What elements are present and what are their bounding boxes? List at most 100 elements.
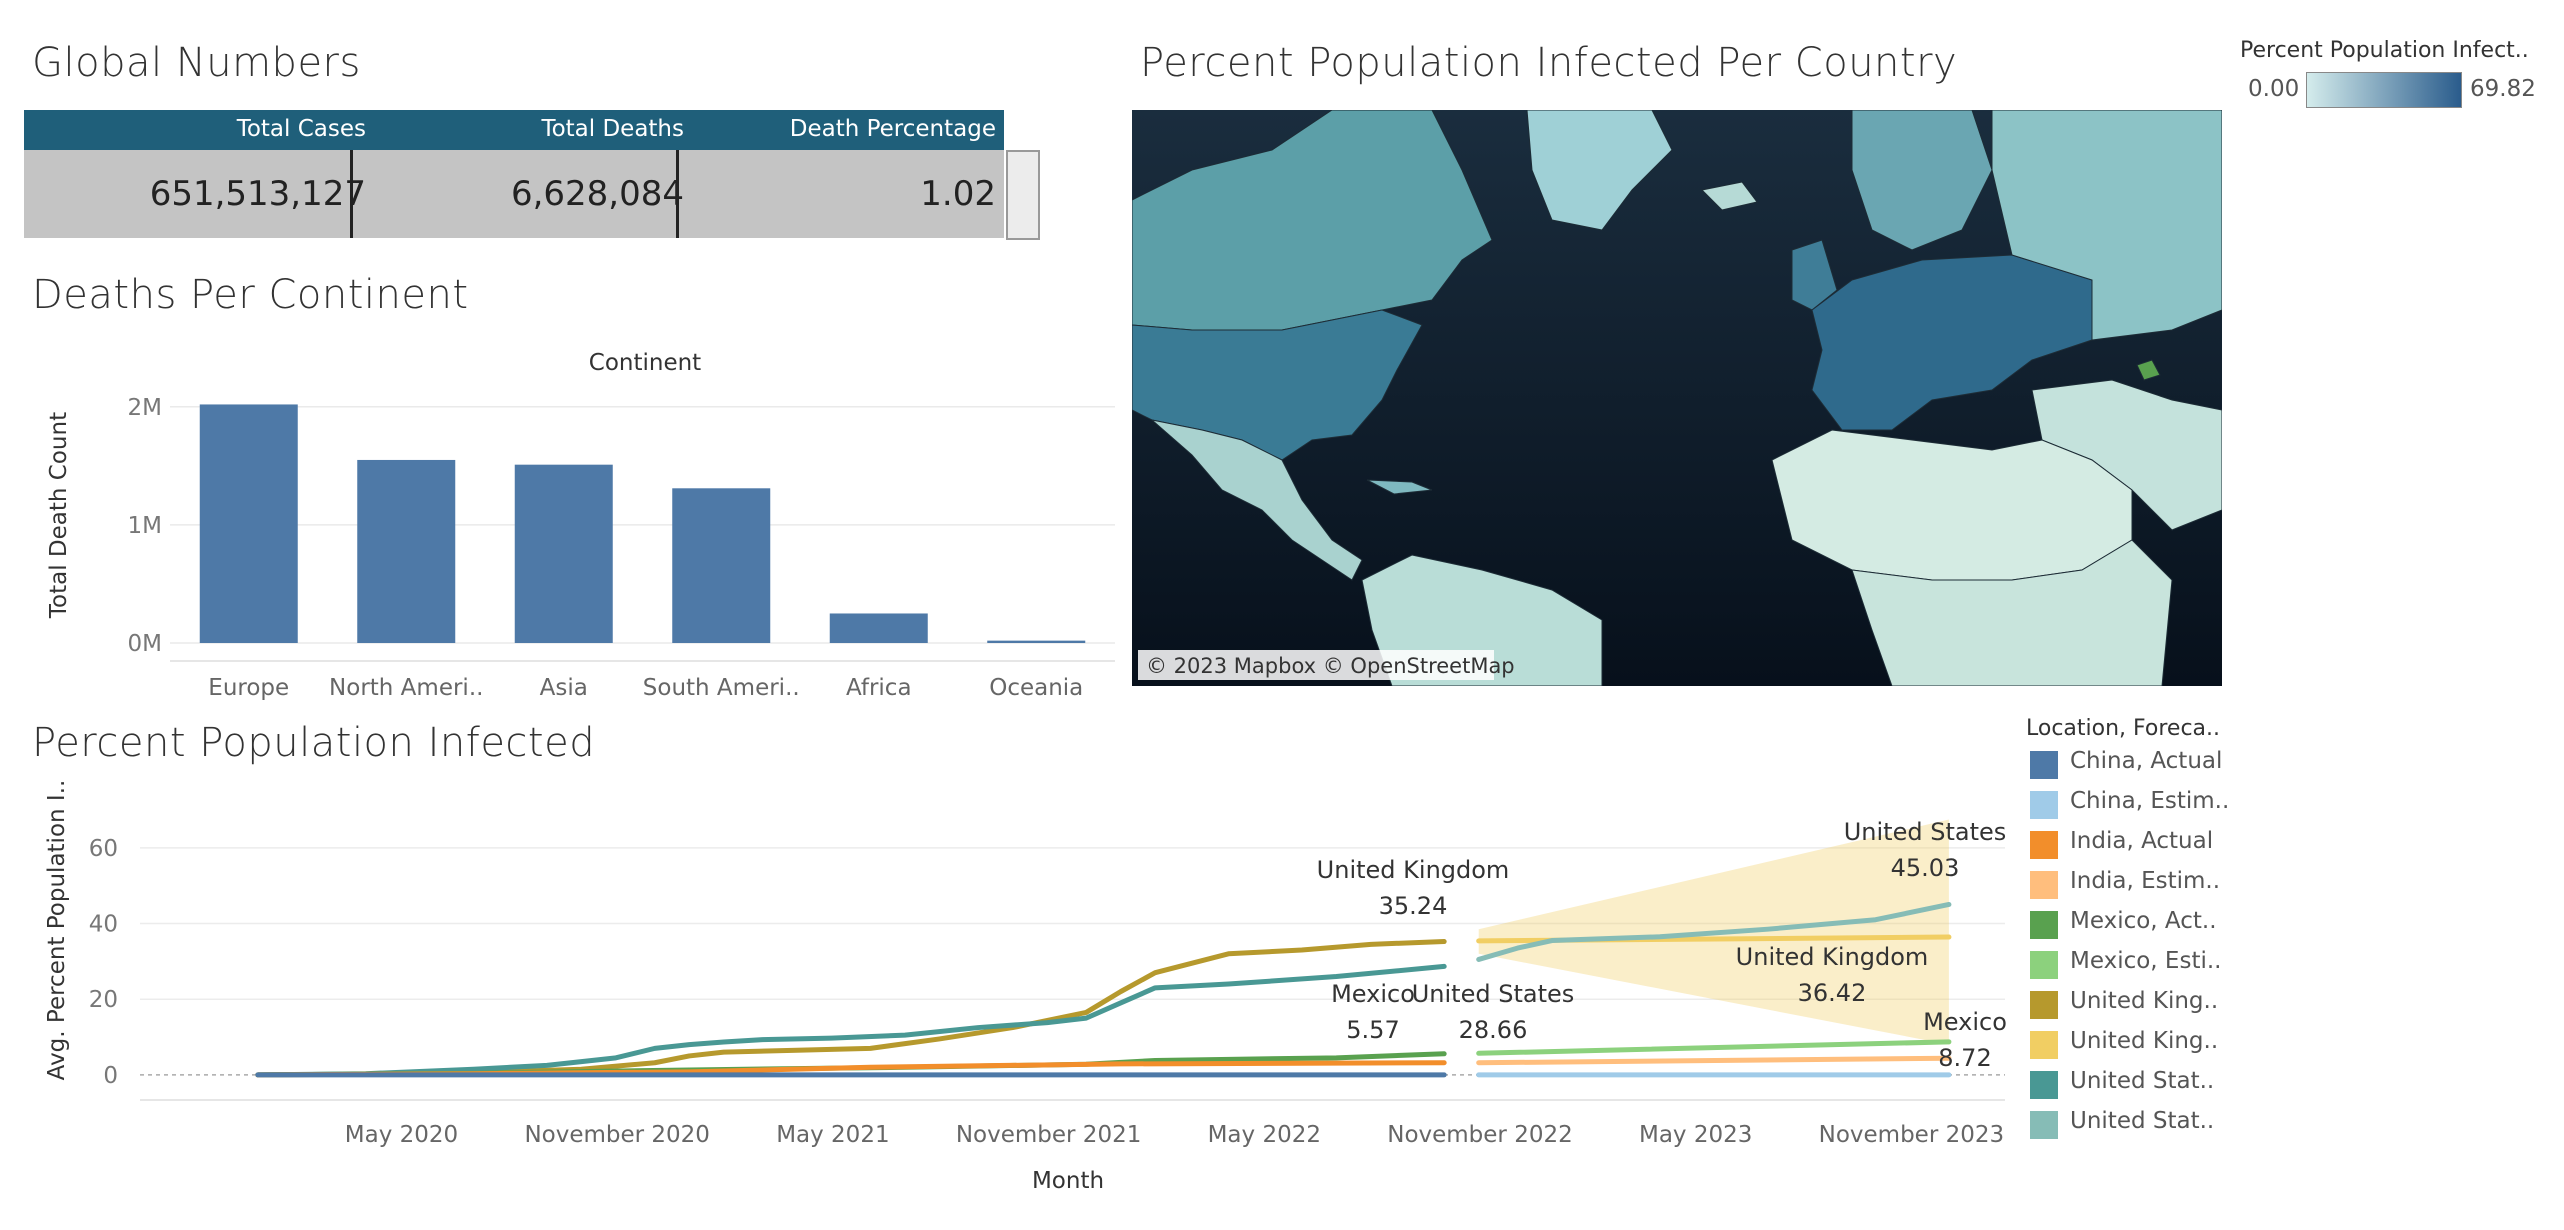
legend-label: China, Estim.. bbox=[2070, 788, 2230, 814]
map-title: Percent Population Infected Per Country bbox=[1140, 40, 1958, 86]
bar-0[interactable] bbox=[199, 404, 298, 643]
annotation-value: 35.24 bbox=[1379, 892, 1448, 920]
column-divider bbox=[350, 150, 353, 238]
legend-label: United King.. bbox=[2070, 1028, 2219, 1054]
header-death-percentage: Death Percentage bbox=[789, 116, 996, 142]
bar-category-label: Europe bbox=[208, 675, 289, 700]
series-line-6[interactable] bbox=[1476, 901, 1952, 962]
percent-infected-title: Percent Population Infected bbox=[32, 720, 596, 766]
bar-2[interactable] bbox=[514, 464, 613, 643]
bar-y-tick: 0M bbox=[128, 631, 162, 657]
bar-y-tick: 2M bbox=[128, 395, 162, 421]
bar-y-axis-label: Total Death Count bbox=[46, 412, 72, 619]
legend-swatch bbox=[2030, 831, 2058, 859]
global-numbers-title: Global Numbers bbox=[32, 40, 361, 86]
annotation-name: Mexico bbox=[1331, 980, 1415, 1008]
annotation-name: United States bbox=[1844, 818, 2007, 846]
series-line-8[interactable] bbox=[1476, 1055, 1952, 1066]
value-death-percentage: 1.02 bbox=[920, 174, 996, 214]
central-africa-region[interactable] bbox=[1851, 539, 2173, 686]
mexico-region[interactable] bbox=[1150, 419, 1363, 581]
color-legend-min: 0.00 bbox=[2248, 76, 2300, 102]
header-total-cases: Total Cases bbox=[236, 116, 366, 142]
legend-swatch bbox=[2030, 1111, 2058, 1139]
table-scrollbar[interactable] bbox=[1006, 150, 1040, 240]
caribbean-region[interactable] bbox=[1366, 479, 1433, 495]
legend-label: United Stat.. bbox=[2070, 1108, 2215, 1134]
continent-header: Continent bbox=[589, 350, 701, 376]
line-x-tick: November 2021 bbox=[956, 1122, 1142, 1148]
legend-label: Mexico, Act.. bbox=[2070, 908, 2217, 934]
europe-region[interactable] bbox=[1811, 254, 2093, 431]
bar-category-label: South Ameri.. bbox=[643, 675, 800, 700]
annotation-value: 45.03 bbox=[1891, 854, 1960, 882]
column-divider bbox=[676, 150, 679, 238]
legend-swatch bbox=[2030, 1031, 2058, 1059]
annotation-name: United States bbox=[1412, 980, 1575, 1008]
attribution-box bbox=[1138, 650, 1494, 680]
annotation-name: Mexico bbox=[1923, 1008, 2007, 1036]
legend-label: Mexico, Esti.. bbox=[2070, 948, 2222, 974]
legend-label: India, Actual bbox=[2070, 828, 2214, 854]
series-line-7[interactable] bbox=[1476, 1039, 1952, 1056]
legend-swatch bbox=[2030, 911, 2058, 939]
line-x-axis-label: Month bbox=[1032, 1168, 1104, 1194]
bar-1[interactable] bbox=[357, 459, 456, 643]
line-y-tick: 60 bbox=[89, 836, 118, 862]
russia-region[interactable] bbox=[1991, 110, 2222, 341]
line-x-tick: May 2021 bbox=[776, 1122, 889, 1148]
color-legend-gradient bbox=[2306, 72, 2462, 108]
caucasus-region[interactable] bbox=[2136, 359, 2161, 381]
line-x-tick: May 2020 bbox=[345, 1122, 458, 1148]
annotation-name: United Kingdom bbox=[1736, 943, 1929, 971]
legend-swatch bbox=[2030, 951, 2058, 979]
deaths-per-continent-title: Deaths Per Continent bbox=[32, 272, 469, 318]
greenland-region[interactable] bbox=[1526, 110, 1673, 231]
global-numbers-value-row: 651,513,127 6,628,084 1.02 bbox=[24, 150, 1004, 238]
bar-category-label: Africa bbox=[846, 675, 912, 700]
color-legend-title: Percent Population Infect.. bbox=[2240, 38, 2529, 63]
bar-category-label: North Ameri.. bbox=[329, 675, 483, 700]
scandinavia-region[interactable] bbox=[1851, 110, 1993, 251]
line-y-axis-label: Avg. Percent Population I.. bbox=[44, 780, 70, 1080]
series-line-1[interactable] bbox=[255, 963, 1447, 1078]
bar-y-tick: 1M bbox=[128, 513, 162, 539]
legend-swatch bbox=[2030, 871, 2058, 899]
uk-region[interactable] bbox=[1791, 239, 1838, 311]
legend-swatch bbox=[2030, 991, 2058, 1019]
legend-label: India, Estim.. bbox=[2070, 868, 2221, 894]
line-x-tick: May 2022 bbox=[1208, 1122, 1321, 1148]
legend-label: United King.. bbox=[2070, 988, 2219, 1014]
percent-infected-line-chart: Avg. Percent Population I.. Month 0 20 40 6… bbox=[44, 780, 2007, 1194]
line-y-tick: 40 bbox=[89, 912, 118, 938]
line-y-tick: 0 bbox=[103, 1063, 118, 1089]
color-legend-max: 69.82 bbox=[2470, 76, 2536, 102]
legend-swatch bbox=[2030, 791, 2058, 819]
bar-category-label: Asia bbox=[540, 675, 588, 700]
iceland-region[interactable] bbox=[1700, 181, 1758, 211]
header-total-deaths: Total Deaths bbox=[541, 116, 684, 142]
line-y-tick: 20 bbox=[89, 987, 118, 1013]
annotation-value: 5.57 bbox=[1346, 1016, 1399, 1044]
bar-category-label: Oceania bbox=[989, 675, 1083, 700]
annotation-value: 28.66 bbox=[1459, 1016, 1528, 1044]
legend-label: China, Actual bbox=[2070, 748, 2223, 774]
line-x-tick: May 2023 bbox=[1639, 1122, 1752, 1148]
deaths-bar-chart: Continent Total Death Count 0M 1M 2M Europ… bbox=[46, 350, 1115, 700]
annotation-value: 36.42 bbox=[1798, 979, 1867, 1007]
map-attribution: © 2023 Mapbox © OpenStreetMap bbox=[1146, 654, 1515, 678]
line-x-tick: November 2023 bbox=[1819, 1122, 2005, 1148]
annotation-name: United Kingdom bbox=[1317, 856, 1510, 884]
bar-3[interactable] bbox=[672, 488, 771, 643]
world-map[interactable]: © 2023 Mapbox © OpenStreetMap bbox=[1132, 110, 2222, 686]
global-numbers-header-row: Total Cases Total Deaths Death Percentag… bbox=[24, 110, 1004, 150]
series-line-0[interactable] bbox=[255, 939, 1447, 1078]
line-x-tick: November 2020 bbox=[524, 1122, 710, 1148]
line-x-tick: November 2022 bbox=[1387, 1122, 1573, 1148]
bar-5[interactable] bbox=[987, 640, 1086, 643]
legend-label: United Stat.. bbox=[2070, 1068, 2215, 1094]
value-total-cases: 651,513,127 bbox=[149, 174, 366, 214]
value-total-deaths: 6,628,084 bbox=[510, 174, 684, 214]
legend-swatch bbox=[2030, 751, 2058, 779]
bar-4[interactable] bbox=[829, 613, 928, 643]
